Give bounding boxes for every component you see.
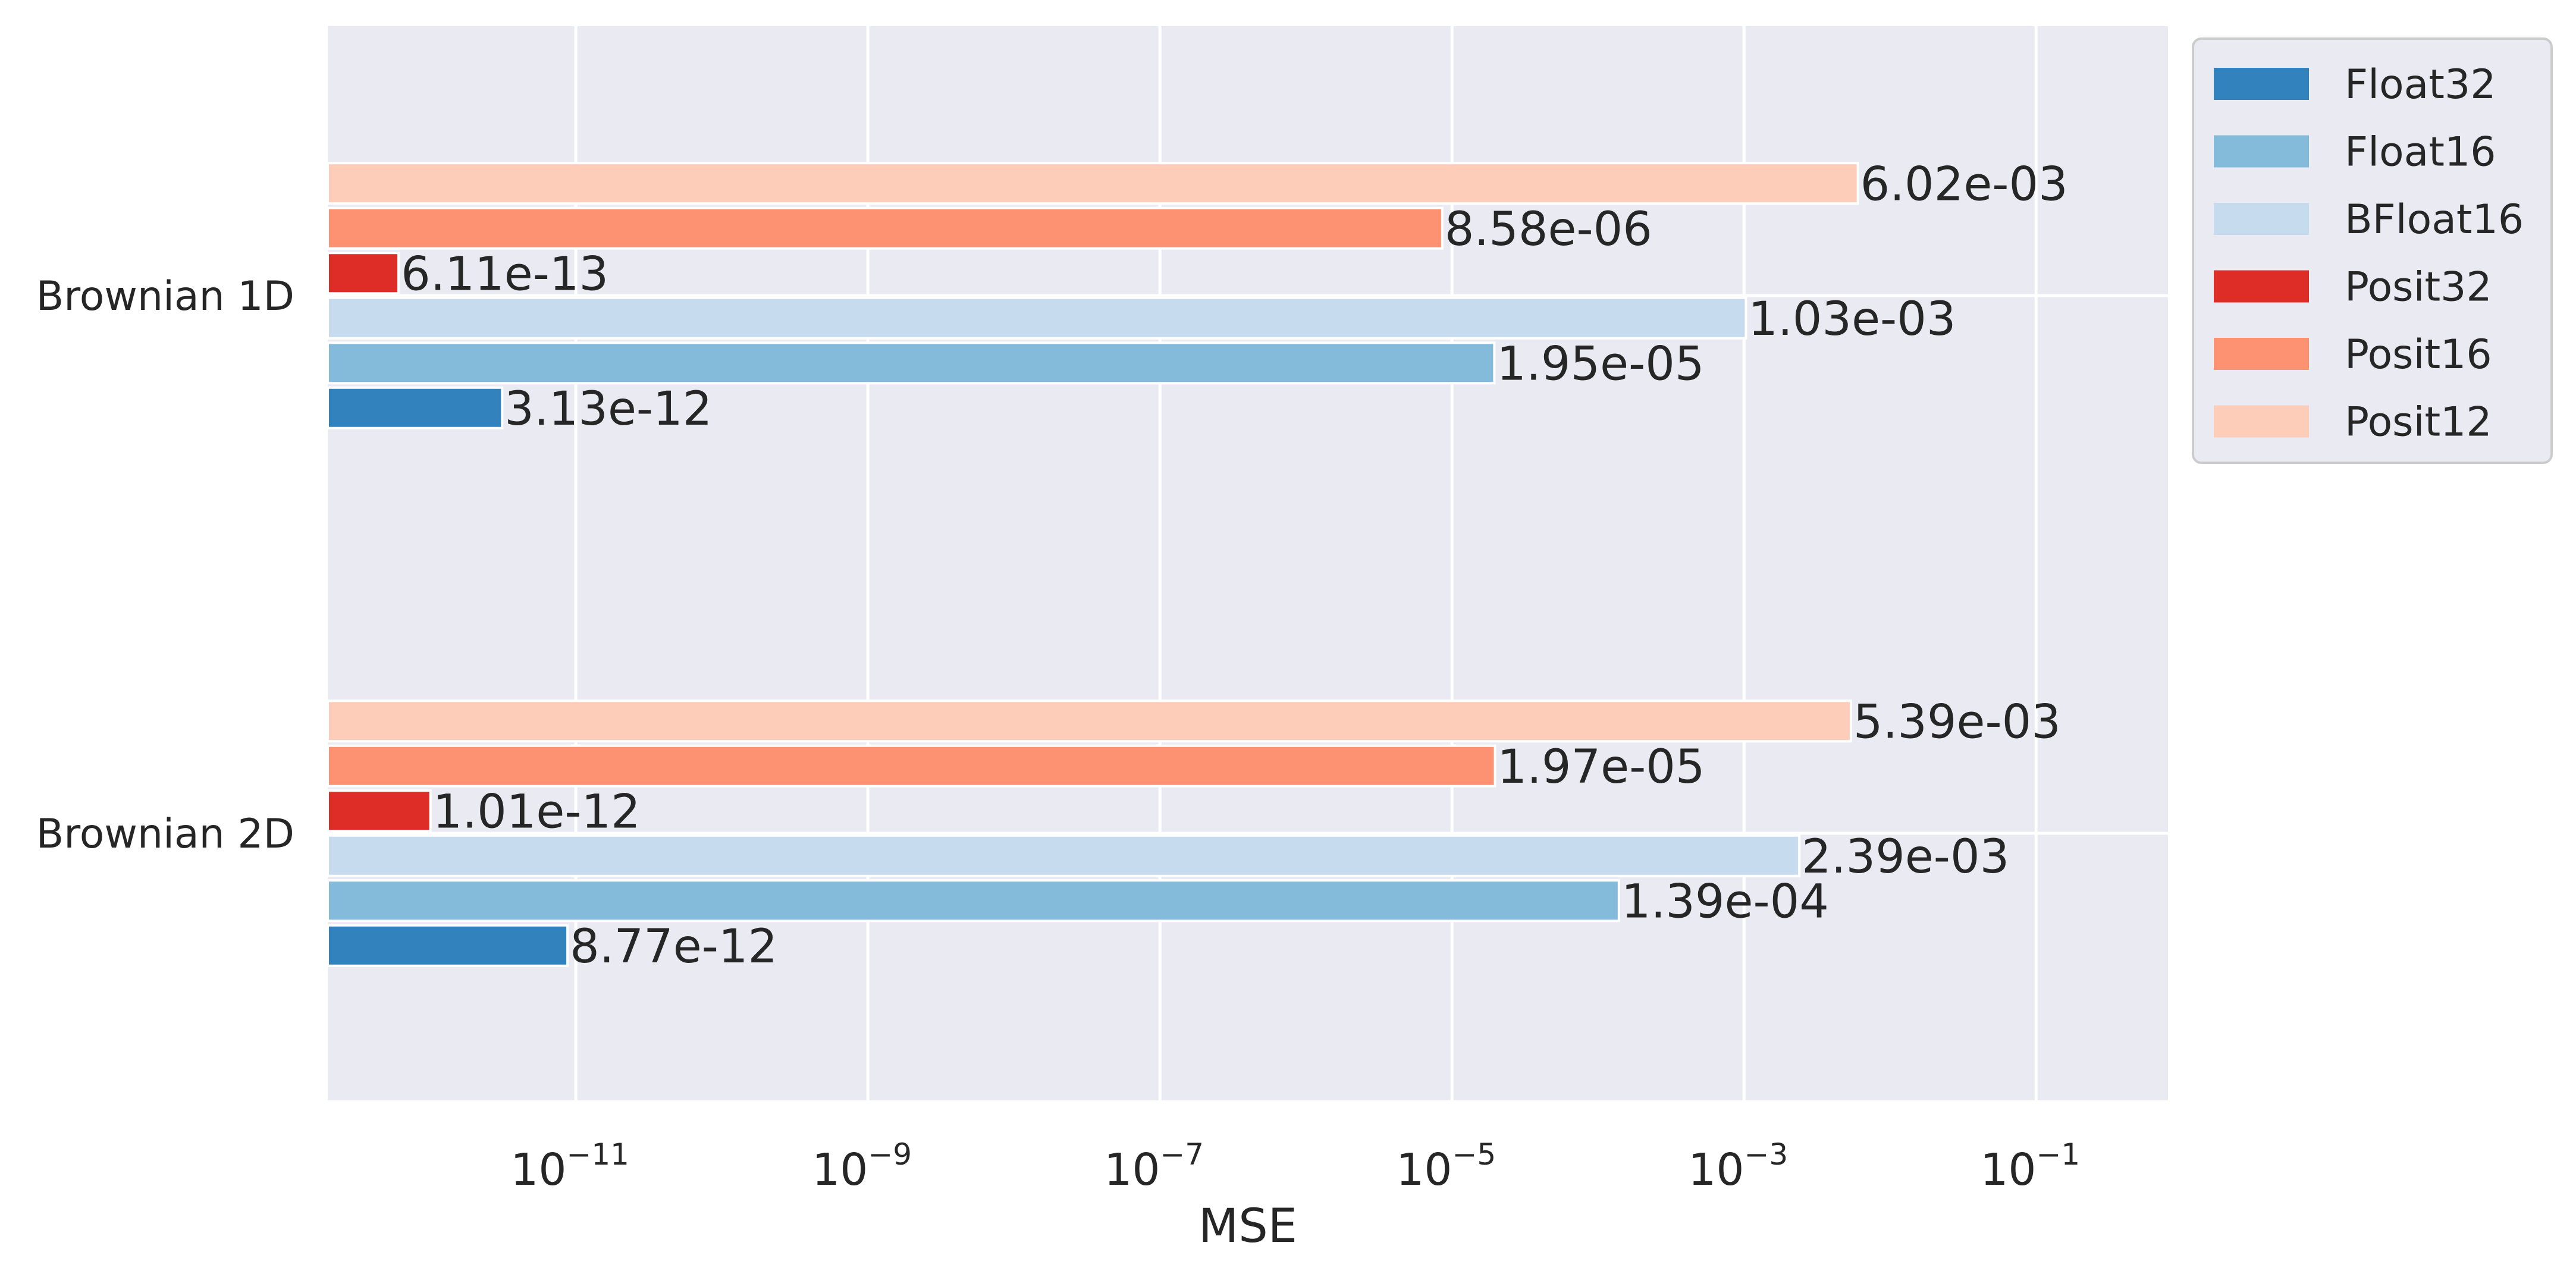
bar-value-label: 1.39e-04 bbox=[1621, 875, 1829, 928]
legend-swatch-float32 bbox=[2214, 68, 2309, 100]
bar-posit16 bbox=[327, 206, 1444, 250]
legend-swatch-posit16 bbox=[2214, 338, 2309, 370]
bars bbox=[327, 162, 1859, 967]
bar-posit12 bbox=[327, 699, 1852, 743]
bar-posit16 bbox=[327, 744, 1496, 787]
legend-swatch-float16 bbox=[2214, 135, 2309, 168]
legend-swatch-posit12 bbox=[2214, 405, 2309, 438]
bar-float16 bbox=[327, 879, 1620, 923]
bar-float16 bbox=[327, 341, 1496, 385]
bar-value-label: 1.95e-05 bbox=[1496, 337, 1704, 391]
bar-posit32 bbox=[327, 252, 400, 295]
x-tick-label: 10−3 bbox=[1688, 1137, 1788, 1196]
bar-value-label: 8.77e-12 bbox=[570, 920, 777, 974]
y-tick-label: Brownian 2D bbox=[36, 811, 294, 858]
legend-swatch-posit32 bbox=[2214, 270, 2309, 303]
bar-value-label: 5.39e-03 bbox=[1853, 695, 2061, 749]
grid-lines bbox=[328, 26, 2168, 1100]
y-tick-label: Brownian 1D bbox=[36, 273, 294, 320]
bar-float32 bbox=[327, 924, 569, 967]
legend-label: Float32 bbox=[2345, 61, 2496, 108]
data-labels: 3.13e-12 8.77e-12 1.95e-05 1.39e-04 1.03e-03… bbox=[401, 158, 2068, 974]
bar-value-label: 2.39e-03 bbox=[1802, 830, 2009, 884]
bar-posit12 bbox=[327, 162, 1859, 205]
legend: Float32 Float16 BFloat16 Posit32 Posit16 Posi… bbox=[2192, 37, 2553, 464]
bar-value-label: 1.03e-03 bbox=[1748, 293, 1956, 346]
bar-bfloat16 bbox=[327, 296, 1747, 340]
legend-label: Posit12 bbox=[2345, 399, 2492, 446]
legend-label: Posit32 bbox=[2345, 264, 2492, 311]
legend-label: Float16 bbox=[2345, 129, 2496, 176]
x-tick-label: 10−9 bbox=[812, 1137, 912, 1196]
x-tick-label: 10−7 bbox=[1104, 1137, 1204, 1196]
bar-value-label: 3.13e-12 bbox=[504, 382, 712, 436]
axes: 10−11 10−9 10−7 10−5 10−3 10−1 Brownian 1D Brow… bbox=[36, 273, 2081, 1196]
x-tick-label: 10−5 bbox=[1396, 1137, 1496, 1196]
legend-label: Posit16 bbox=[2345, 331, 2492, 378]
bar-float32 bbox=[327, 386, 504, 429]
legend-swatch-bfloat16 bbox=[2214, 203, 2309, 235]
bar-bfloat16 bbox=[327, 834, 1801, 877]
bar-value-label: 6.02e-03 bbox=[1860, 158, 2068, 211]
bar-value-label: 6.11e-13 bbox=[401, 247, 608, 301]
x-axis-title: MSE bbox=[1198, 1200, 1297, 1253]
x-tick-label: 10−11 bbox=[510, 1137, 629, 1196]
bar-value-label: 1.01e-12 bbox=[433, 785, 641, 839]
bar-posit32 bbox=[327, 789, 432, 833]
x-tick-label: 10−1 bbox=[1980, 1137, 2080, 1196]
bar-value-label: 1.97e-05 bbox=[1498, 741, 1705, 794]
bar-value-label: 8.58e-06 bbox=[1445, 203, 1652, 256]
legend-label: BFloat16 bbox=[2345, 196, 2524, 243]
